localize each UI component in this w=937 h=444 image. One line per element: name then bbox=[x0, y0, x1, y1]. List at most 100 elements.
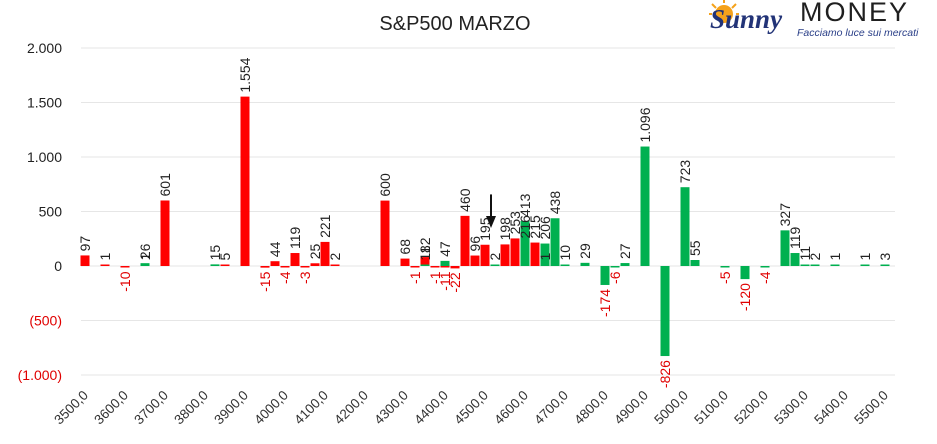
y-axis: 2.000 1.500 1.000 500 0 (500) (1.000) bbox=[18, 40, 63, 383]
bar bbox=[140, 263, 150, 266]
data-label: 1 bbox=[97, 253, 113, 261]
logo-brand: Sunny bbox=[710, 4, 783, 34]
bar bbox=[160, 200, 170, 266]
x-tick-label: 3600,0 bbox=[91, 388, 131, 428]
data-label: -11 bbox=[437, 271, 453, 290]
data-label: 5 bbox=[217, 253, 233, 261]
bar bbox=[280, 266, 290, 268]
data-label: -4 bbox=[277, 271, 293, 284]
bar bbox=[620, 263, 630, 266]
data-label: 27 bbox=[617, 243, 633, 259]
data-labels: 971-10160151.554-1544-4119-325221260068-… bbox=[77, 57, 893, 388]
data-label: 11 bbox=[797, 246, 813, 261]
annotation-arrow bbox=[486, 194, 496, 229]
bar bbox=[120, 266, 130, 268]
data-label: 25 bbox=[307, 243, 323, 259]
sun-icon bbox=[709, 0, 739, 23]
bar bbox=[760, 266, 770, 268]
data-label: 29 bbox=[577, 243, 593, 259]
bar bbox=[580, 262, 590, 266]
y-tick-label: 1.500 bbox=[27, 95, 62, 111]
bar bbox=[520, 220, 530, 266]
bar bbox=[380, 200, 390, 266]
brand-logo: Sunny MONEY Facciamo luce sui mercati bbox=[709, 0, 919, 39]
x-tick-label: 3900,0 bbox=[211, 388, 251, 428]
data-label: 723 bbox=[677, 160, 693, 184]
x-tick-label: 5400,0 bbox=[811, 388, 851, 428]
bar bbox=[540, 243, 550, 266]
data-label: -5 bbox=[717, 271, 733, 284]
bar bbox=[810, 264, 820, 266]
bar bbox=[500, 244, 510, 266]
bar bbox=[420, 257, 430, 266]
x-tick-label: 4800,0 bbox=[571, 388, 611, 428]
gridlines bbox=[81, 47, 895, 376]
data-label: -826 bbox=[657, 360, 673, 388]
data-label: 3 bbox=[877, 253, 893, 261]
data-label: 327 bbox=[777, 203, 793, 227]
x-tick-label: 3500,0 bbox=[51, 388, 91, 428]
bar bbox=[600, 266, 610, 285]
data-label: 47 bbox=[437, 241, 453, 257]
bar bbox=[800, 264, 810, 266]
data-label: 438 bbox=[547, 191, 563, 215]
data-label: 206 bbox=[537, 216, 553, 240]
data-label: -120 bbox=[737, 283, 753, 311]
bar bbox=[330, 264, 340, 266]
bar bbox=[790, 253, 800, 266]
x-tick-label: 4100,0 bbox=[291, 388, 331, 428]
data-label: 198 bbox=[497, 217, 513, 241]
data-label: 1.096 bbox=[637, 107, 653, 142]
data-label: 26 bbox=[137, 243, 153, 259]
bar bbox=[470, 255, 480, 266]
y-tick-label: 500 bbox=[39, 204, 63, 220]
bar bbox=[780, 230, 790, 266]
data-label: 2 bbox=[807, 253, 823, 261]
data-label: 1 bbox=[827, 253, 843, 261]
data-label: 2 bbox=[327, 253, 343, 261]
bar bbox=[860, 264, 870, 266]
bar bbox=[490, 264, 500, 266]
data-label: 82 bbox=[417, 237, 433, 253]
data-label: 413 bbox=[517, 193, 533, 217]
data-label: 221 bbox=[317, 214, 333, 238]
data-label: 68 bbox=[397, 239, 413, 255]
bar bbox=[880, 264, 890, 266]
data-label: 1 bbox=[137, 253, 153, 261]
bar bbox=[290, 253, 300, 266]
bar bbox=[440, 266, 450, 268]
data-label: 55 bbox=[687, 240, 703, 256]
bar bbox=[80, 255, 90, 266]
y-tick-label: 1.000 bbox=[27, 149, 62, 165]
y-tick-label: 2.000 bbox=[27, 40, 62, 56]
bar bbox=[210, 264, 220, 266]
data-label: -22 bbox=[447, 272, 463, 292]
bar bbox=[300, 266, 310, 268]
bar bbox=[510, 238, 520, 266]
bar bbox=[610, 266, 620, 268]
data-label: 1.554 bbox=[237, 57, 253, 92]
x-tick-label: 4200,0 bbox=[331, 388, 371, 428]
x-tick-label: 4300,0 bbox=[371, 388, 411, 428]
data-label: -174 bbox=[597, 289, 613, 317]
x-tick-label: 5500,0 bbox=[851, 388, 891, 428]
bars bbox=[80, 96, 890, 357]
data-label: 1 bbox=[857, 253, 873, 261]
data-label: 460 bbox=[457, 188, 473, 212]
data-label: 96 bbox=[467, 236, 483, 252]
data-label: -1 bbox=[427, 271, 443, 284]
data-label: -10 bbox=[117, 271, 133, 291]
bar bbox=[460, 215, 470, 266]
bar bbox=[430, 266, 440, 268]
data-label: 1 bbox=[537, 253, 553, 261]
x-tick-label: 4600,0 bbox=[491, 388, 531, 428]
bar bbox=[680, 187, 690, 266]
bar bbox=[550, 218, 560, 266]
x-tick-label: 5300,0 bbox=[771, 388, 811, 428]
bar bbox=[660, 266, 670, 357]
logo-tagline: Facciamo luce sui mercati bbox=[797, 27, 919, 39]
y-tick-label: (500) bbox=[29, 313, 62, 329]
bar bbox=[410, 266, 420, 268]
bar bbox=[270, 261, 280, 266]
